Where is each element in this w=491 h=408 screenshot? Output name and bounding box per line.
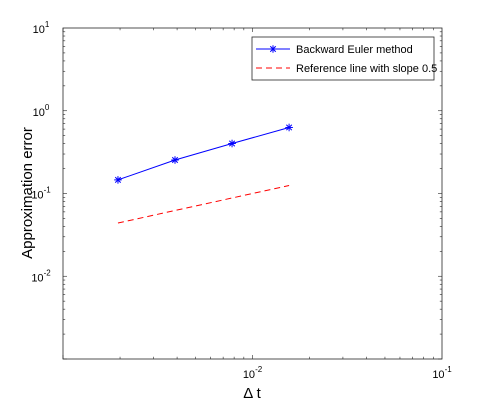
plot-area xyxy=(63,28,442,359)
x-axis-label: Δ t xyxy=(243,385,261,402)
series-layer xyxy=(114,123,293,224)
series-1-point xyxy=(285,123,293,132)
legend-label-series-1: Backward Euler method xyxy=(296,44,413,56)
legend-label-series-2: Reference line with slope 0.5 xyxy=(296,63,437,75)
tick-labels-layer: 10-2 10-1 10-2 10-1 100 101 xyxy=(31,20,452,381)
plot-frame xyxy=(62,27,443,360)
series-1-point xyxy=(171,156,179,164)
legend-box xyxy=(251,36,435,81)
y-tick-label: 10-1 xyxy=(31,186,51,202)
series-1-point xyxy=(228,139,236,148)
y-tick-label: 100 xyxy=(33,103,50,119)
x-tick-label: 10-2 xyxy=(243,365,263,381)
legend: Backward Euler method Reference line wit… xyxy=(251,36,437,81)
legend-marker-series-1 xyxy=(269,45,277,53)
legend-asterisk-icon xyxy=(269,45,277,53)
y-tick-label: 101 xyxy=(33,20,50,36)
series-line-1 xyxy=(117,126,290,181)
x-tick-label: 10-1 xyxy=(432,365,452,381)
y-axis-label: Approximation error xyxy=(19,127,36,259)
y-tick-label: 10-2 xyxy=(31,268,51,284)
series-1-point xyxy=(114,176,122,184)
